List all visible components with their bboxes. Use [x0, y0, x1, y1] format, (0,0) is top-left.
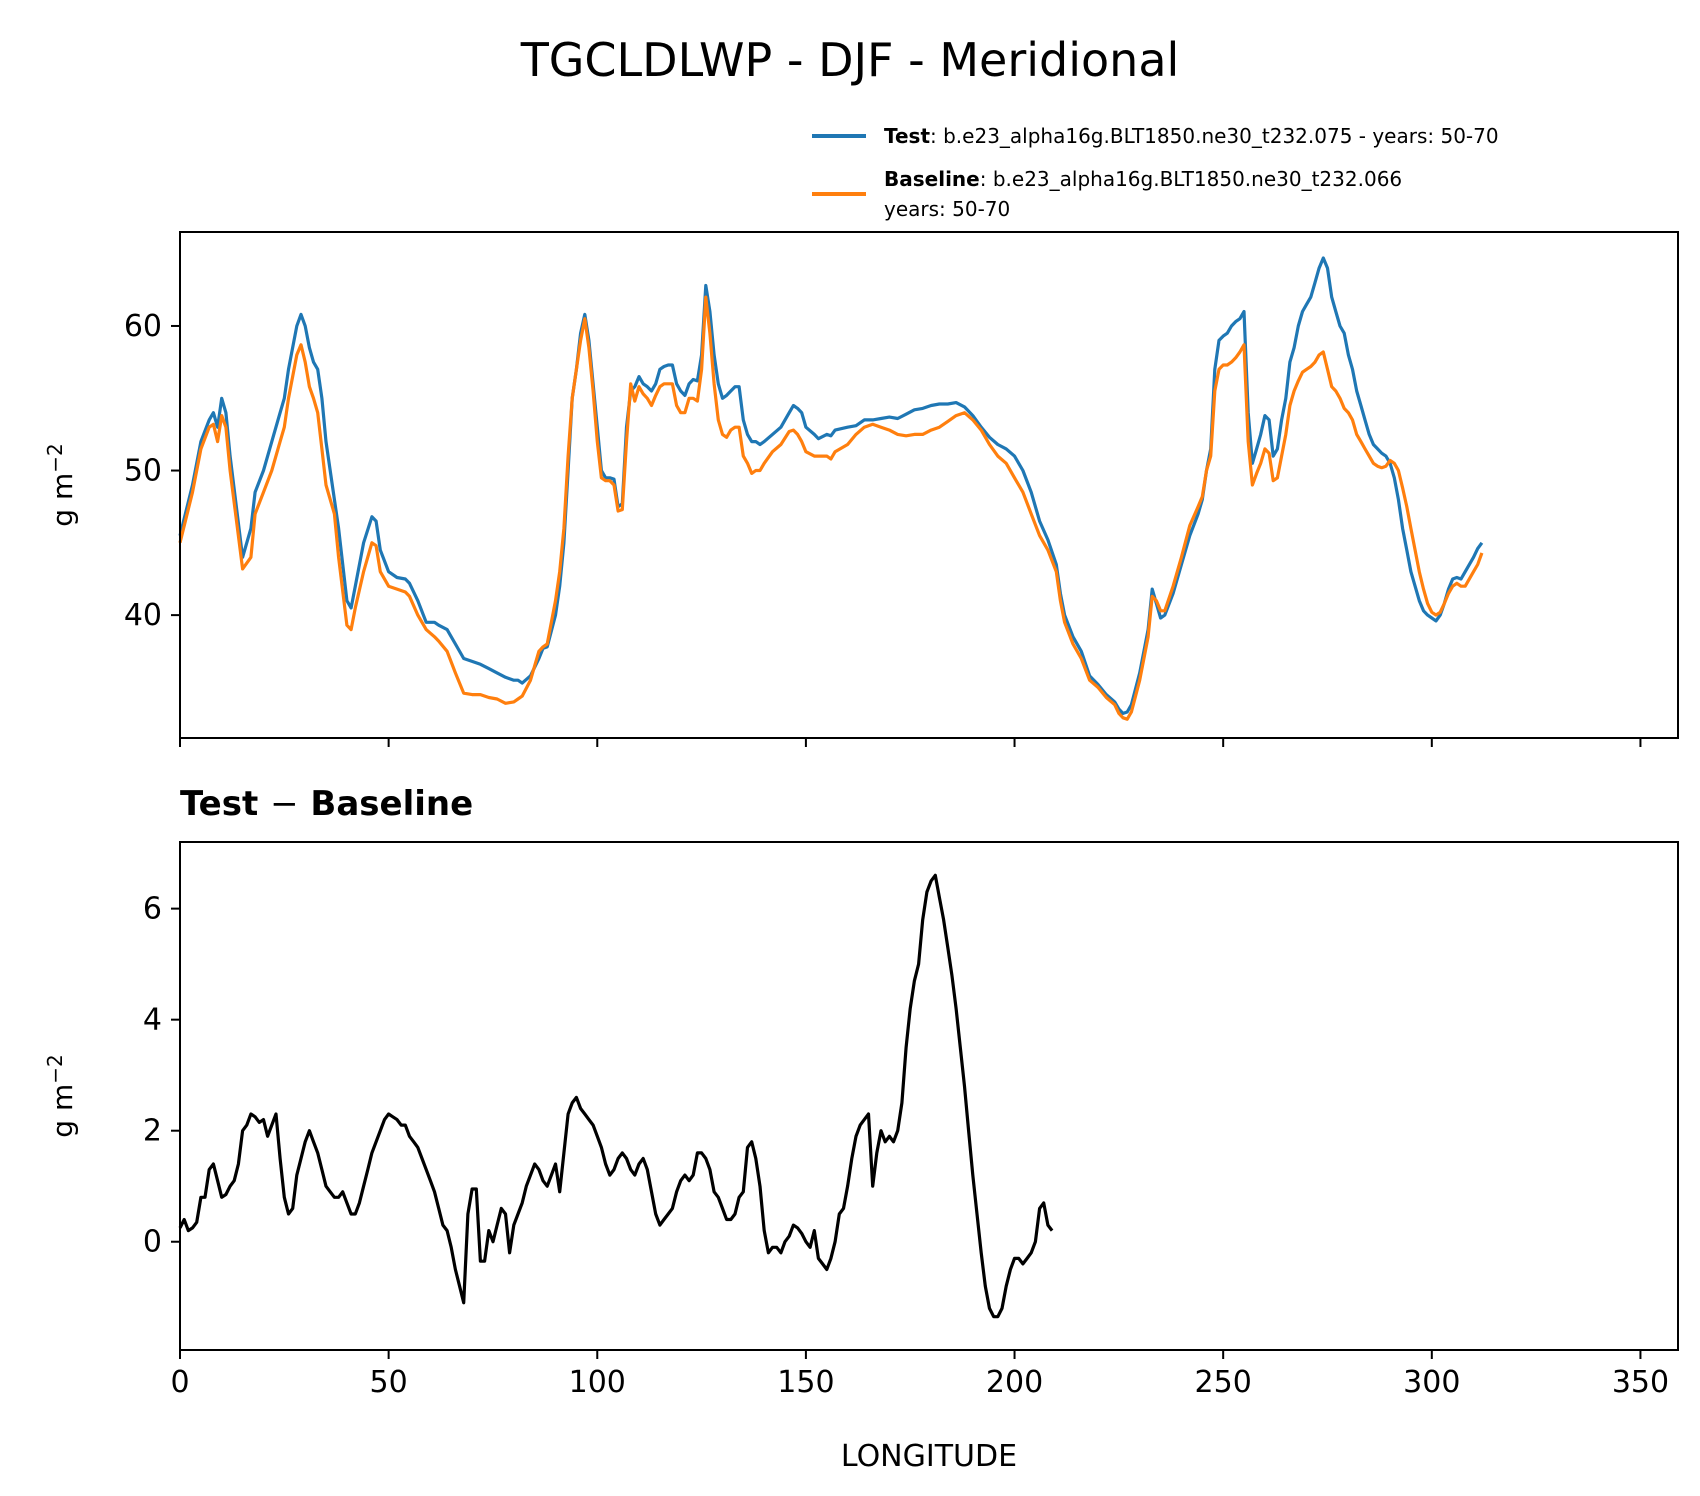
top-y-tick-label-60: 60	[124, 309, 162, 344]
top-y-axis-label-base: g m	[46, 473, 79, 527]
legend-label-baseline-bold: Baseline	[884, 167, 980, 191]
bottom-panel: Test − Baseline 0 50 100 150 200 250 300 350 0 2 4…	[43, 784, 1679, 1474]
legend-label-test-text: : b.e23_alpha16g.BLT1850.ne30_t232.075 -…	[930, 124, 1499, 148]
bottom-x-tick-label-50: 50	[370, 1365, 408, 1400]
bottom-x-tick-label-100: 100	[569, 1365, 626, 1400]
x-axis-label: LONGITUDE	[841, 1439, 1017, 1474]
legend: Test: b.e23_alpha16g.BLT1850.ne30_t232.0…	[812, 124, 1499, 221]
bottom-x-tick-label-250: 250	[1195, 1365, 1252, 1400]
top-y-axis-label-exp: −2	[43, 443, 67, 472]
bottom-series-diff	[178, 873, 1054, 1319]
bottom-y-tick-label-2: 2	[143, 1114, 162, 1149]
top-panel: 40 50 60 g m−2	[43, 231, 1679, 747]
bottom-y-axis-label-exp: −2	[43, 1054, 67, 1083]
top-y-axis-label: g m−2	[43, 443, 79, 526]
bottom-x-tick-label-300: 300	[1403, 1365, 1460, 1400]
bottom-x-tick-label-0: 0	[170, 1365, 189, 1400]
bottom-y-axis-label: g m−2	[43, 1054, 79, 1137]
bottom-x-tick-label-200: 200	[986, 1365, 1043, 1400]
legend-label-test: Test: b.e23_alpha16g.BLT1850.ne30_t232.0…	[884, 124, 1499, 148]
bottom-x-tick-label-350: 350	[1612, 1365, 1669, 1400]
bottom-title-baseline: Baseline	[310, 784, 473, 824]
legend-label-baseline: Baseline: b.e23_alpha16g.BLT1850.ne30_t2…	[884, 167, 1402, 191]
top-series-test	[178, 256, 1484, 715]
legend-label-baseline-line2: years: 50-70	[884, 197, 1010, 221]
top-y-tick-label-50: 50	[124, 454, 162, 489]
top-series-baseline	[178, 295, 1484, 721]
bottom-plot-frame	[179, 841, 1679, 1351]
bottom-title-minus: −	[270, 784, 299, 824]
top-plot-frame	[179, 231, 1679, 739]
bottom-panel-title: Test − Baseline	[180, 784, 473, 824]
legend-label-baseline-text: : b.e23_alpha16g.BLT1850.ne30_t232.066	[980, 167, 1402, 191]
figure-title: TGCLDLWP - DJF - Meridional	[520, 33, 1180, 87]
bottom-y-axis-label-base: g m	[46, 1084, 79, 1138]
bottom-y-tick-label-0: 0	[143, 1225, 162, 1260]
bottom-title-test: Test	[180, 784, 258, 824]
top-y-tick-label-40: 40	[124, 598, 162, 633]
bottom-y-tick-label-4: 4	[143, 1003, 162, 1038]
bottom-x-tick-label-150: 150	[777, 1365, 834, 1400]
bottom-y-tick-label-6: 6	[143, 892, 162, 927]
legend-label-test-bold: Test	[884, 124, 930, 148]
